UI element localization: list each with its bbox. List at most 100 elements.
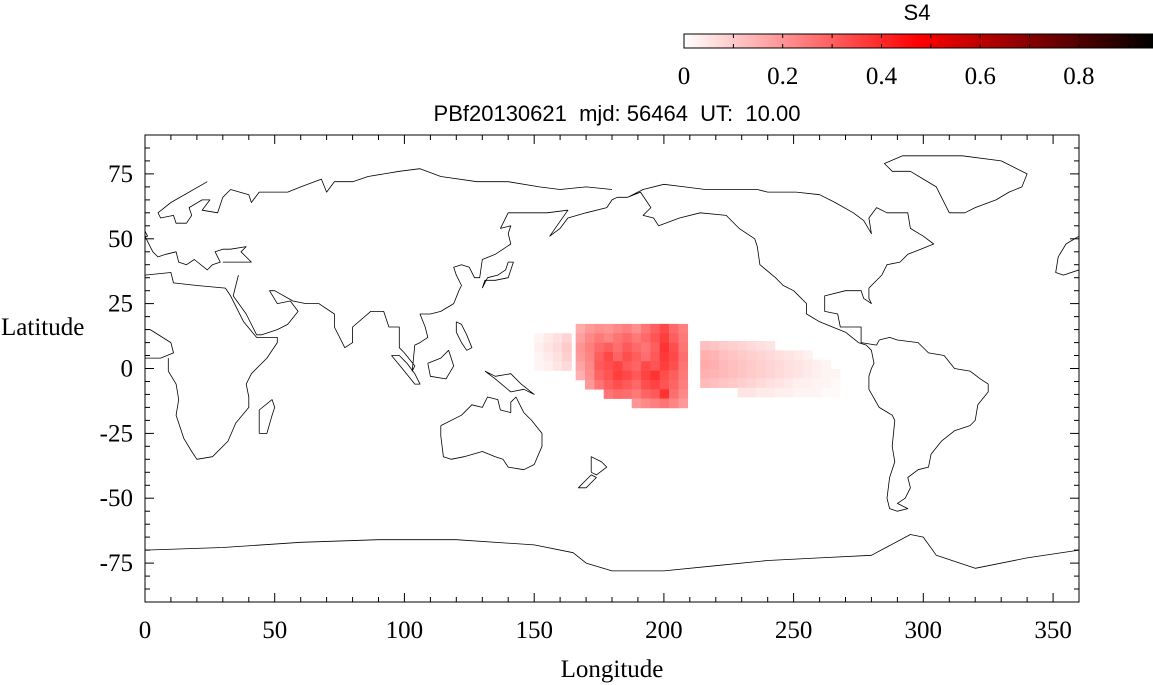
heatmap-cell (622, 351, 633, 362)
heatmap-cell (641, 398, 651, 409)
heatmap-cell (603, 333, 614, 343)
heatmap-cell (728, 350, 738, 360)
heatmap-cell (650, 342, 661, 353)
heatmap-cell (622, 333, 633, 343)
heatmap-cell (737, 378, 748, 388)
heatmap-cell (641, 323, 651, 334)
heatmap-cell (700, 369, 710, 379)
heatmap-cell (622, 342, 633, 353)
heatmap-cell (756, 359, 766, 370)
heatmap-cell (622, 323, 633, 334)
coastline (145, 229, 149, 237)
heatmap-cell (659, 379, 670, 390)
heatmap-cell (756, 369, 766, 379)
coastline (391, 355, 421, 385)
heatmap-cell (659, 351, 670, 362)
heatmap-cell (613, 370, 623, 381)
heatmap-cell (728, 341, 738, 351)
y-tick-label: 50 (108, 226, 133, 253)
heatmap-cell (669, 323, 679, 334)
heatmap-cell (659, 342, 670, 353)
heatmap-cell (793, 387, 804, 398)
heatmap-cell (830, 387, 841, 398)
heatmap-cell (669, 333, 679, 343)
heatmap-cell (613, 389, 623, 399)
heatmap-cell (603, 323, 614, 334)
heatmap-cell (737, 369, 748, 379)
heatmap-cell (700, 350, 710, 360)
coastline (1055, 235, 1079, 276)
heatmap-cell (774, 359, 785, 370)
heatmap-cell (543, 333, 554, 343)
heatmap-cell (650, 389, 661, 399)
heatmap-cell (737, 350, 748, 360)
heatmap-cell (575, 342, 586, 353)
heatmap-cell (585, 370, 595, 381)
heatmap-cell (603, 361, 614, 371)
coastline (578, 474, 597, 489)
heatmap-cell (784, 369, 794, 379)
heatmap-cell (678, 398, 689, 409)
heatmap-cell (765, 387, 776, 398)
coastlines (145, 155, 1079, 572)
heatmap-cell (678, 342, 689, 353)
heatmap-cell (746, 369, 757, 379)
x-axis-title: Longitude (561, 656, 664, 683)
coastline (627, 183, 989, 512)
heatmap-cell (802, 359, 813, 370)
heatmap-cell (709, 350, 720, 360)
heatmap-cell (650, 361, 661, 371)
heatmap-cell (737, 341, 748, 351)
heatmap-cell (678, 333, 689, 343)
coastline (440, 396, 543, 471)
heatmap-cell (631, 323, 642, 334)
heatmap-cell (650, 398, 661, 409)
heatmap-cell (718, 359, 729, 370)
heatmap-cell (603, 389, 614, 399)
heatmap-cell (784, 387, 794, 398)
heatmap-cell (802, 369, 813, 379)
heatmap-cell (575, 370, 586, 381)
heatmap-cell (603, 370, 614, 381)
heatmap-cell (534, 333, 544, 343)
heatmap-cell (802, 378, 813, 388)
y-tick-label: 75 (108, 161, 133, 188)
heatmap-cell (585, 351, 595, 362)
coastline (258, 399, 276, 434)
x-tick-label: 200 (645, 617, 683, 644)
heatmap-cell (678, 323, 689, 334)
heatmap-cell (543, 342, 554, 353)
heatmap-cell (746, 350, 757, 360)
heatmap-cell (821, 387, 832, 398)
heatmap-cell (718, 350, 729, 360)
heatmap-cell (709, 341, 720, 351)
heatmap-cell (594, 351, 604, 362)
heatmap-cell (812, 369, 822, 379)
heatmap-cell (641, 351, 651, 362)
coastline (455, 321, 473, 351)
heatmap-cell (631, 351, 642, 362)
heatmap-cell (700, 341, 710, 351)
heatmap-cell (650, 333, 661, 343)
coastline (145, 534, 1079, 572)
heatmap-cell (650, 370, 661, 381)
heatmap-cell (728, 378, 738, 388)
heatmap-cell (613, 361, 623, 371)
heatmap-cell (543, 361, 554, 371)
colorbar-label: S4 (904, 0, 931, 25)
heatmap-cell (802, 387, 813, 398)
heatmap-cell (774, 369, 785, 379)
coastline (427, 349, 455, 380)
heatmap-cell (659, 370, 670, 381)
heatmap-cell (678, 389, 689, 399)
heatmap-cell (821, 359, 832, 370)
heatmap-cell (718, 341, 729, 351)
y-tick-label: -50 (100, 485, 133, 512)
heatmap-cell (765, 341, 776, 351)
heatmap-cell (700, 359, 710, 370)
heatmap-cell (631, 389, 642, 399)
coastline (590, 456, 608, 476)
heatmap-cell (650, 351, 661, 362)
y-tick-label: -25 (100, 420, 133, 447)
